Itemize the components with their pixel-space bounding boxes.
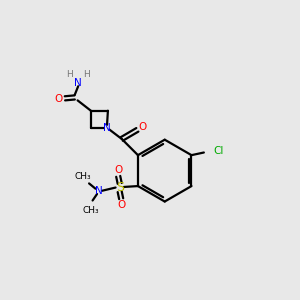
Text: O: O — [117, 200, 125, 210]
Text: S: S — [116, 181, 124, 194]
Text: CH₃: CH₃ — [83, 206, 99, 215]
Text: O: O — [54, 94, 63, 104]
Text: O: O — [138, 122, 146, 132]
Text: N: N — [74, 78, 82, 88]
Text: H: H — [83, 70, 90, 79]
Text: N: N — [94, 186, 102, 196]
Text: H: H — [67, 70, 73, 79]
Text: Cl: Cl — [214, 146, 224, 156]
Text: N: N — [103, 123, 110, 133]
Text: CH₃: CH₃ — [75, 172, 92, 182]
Text: O: O — [114, 165, 122, 175]
